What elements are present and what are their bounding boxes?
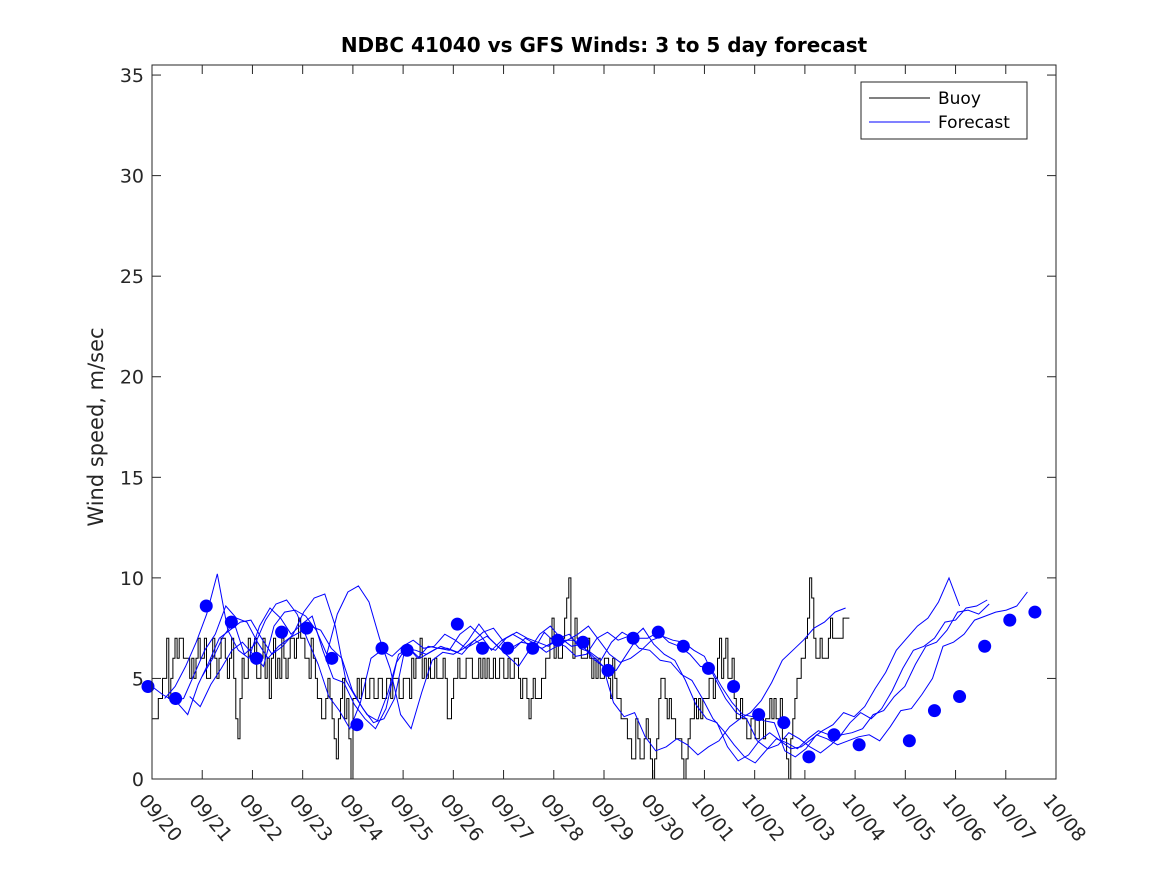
forecast-marker: [224, 615, 238, 629]
y-axis-label: Wind speed, m/sec: [84, 327, 108, 526]
x-tick-label: 09/20: [134, 790, 186, 846]
forecast-marker: [852, 738, 866, 752]
forecast-marker: [626, 631, 640, 645]
y-tick-label: 15: [120, 467, 144, 489]
y-tick-label: 35: [120, 65, 144, 87]
forecast-marker: [1003, 613, 1017, 627]
forecast-marker: [526, 641, 540, 655]
forecast-marker: [400, 643, 414, 657]
x-tick-label: 09/22: [235, 790, 287, 846]
x-tick-label: 09/27: [486, 790, 538, 846]
forecast-marker: [953, 690, 967, 704]
x-tick-label: 09/25: [385, 790, 437, 846]
forecast-marker: [927, 704, 941, 718]
forecast-marker: [601, 663, 615, 677]
y-tick-label: 25: [120, 266, 144, 288]
legend-box: [860, 81, 1028, 140]
forecast-marker: [827, 728, 841, 742]
x-tick-label: 10/01: [687, 790, 739, 846]
forecast-marker: [1028, 605, 1042, 619]
chart-title: NDBC 41040 vs GFS Winds: 3 to 5 day fore…: [341, 33, 868, 57]
forecast-marker: [551, 633, 565, 647]
forecast-run-line-4: [189, 576, 961, 762]
plot-area: [141, 573, 1042, 779]
x-tick-label: 10/07: [988, 790, 1040, 846]
x-tick-label: 10/05: [888, 790, 940, 846]
legend-forecast-label: Forecast: [938, 113, 1010, 133]
forecast-run-line-1: [152, 591, 1028, 758]
x-tick-label: 09/29: [586, 790, 638, 846]
x-tick-label: 10/08: [1038, 790, 1090, 846]
forecast-marker: [701, 661, 715, 675]
forecast-marker: [727, 679, 741, 693]
forecast-marker: [325, 651, 339, 665]
plot-clip-group: [152, 573, 1028, 779]
x-tick-label: 10/06: [938, 790, 990, 846]
legend-buoy-label: Buoy: [938, 89, 981, 109]
y-tick-label: 0: [132, 769, 144, 791]
x-tick-label: 09/23: [285, 790, 337, 846]
forecast-marker: [275, 625, 289, 639]
forecast-marker: [199, 599, 213, 613]
forecast-marker: [375, 641, 389, 655]
legend: Buoy Forecast: [860, 81, 1028, 140]
axes: 0510152025303509/2009/2109/2209/2309/240…: [120, 64, 1090, 846]
y-tick-label: 20: [120, 367, 144, 389]
forecast-marker: [141, 679, 155, 693]
forecast-marker: [651, 625, 665, 639]
x-tick-label: 10/04: [837, 790, 889, 846]
forecast-run-line-3: [176, 593, 990, 754]
y-tick-label: 30: [120, 166, 144, 188]
y-tick-label: 10: [120, 568, 144, 590]
forecast-marker: [802, 750, 816, 764]
forecast-marker: [169, 692, 183, 706]
forecast-marker: [501, 641, 515, 655]
forecast-marker: [300, 621, 314, 635]
x-tick-label: 09/28: [536, 790, 588, 846]
x-tick-label: 09/21: [184, 790, 236, 846]
x-tick-label: 10/03: [787, 790, 839, 846]
x-tick-label: 10/02: [737, 790, 789, 846]
buoy-series-line: [152, 577, 850, 779]
x-tick-label: 09/30: [636, 790, 688, 846]
forecast-marker: [475, 641, 489, 655]
forecast-marker: [350, 718, 364, 732]
forecast-marker: [978, 639, 992, 653]
x-tick-label: 09/24: [335, 790, 387, 846]
forecast-marker: [249, 651, 263, 665]
forecast-run-line-5: [201, 599, 846, 756]
forecast-marker: [676, 639, 690, 653]
forecast-marker: [777, 716, 791, 730]
forecast-marker: [902, 734, 916, 748]
forecast-marker: [450, 617, 464, 631]
forecast-marker: [576, 635, 590, 649]
x-tick-label: 09/26: [436, 790, 488, 846]
y-tick-label: 5: [132, 668, 144, 690]
forecast-marker: [752, 708, 766, 722]
